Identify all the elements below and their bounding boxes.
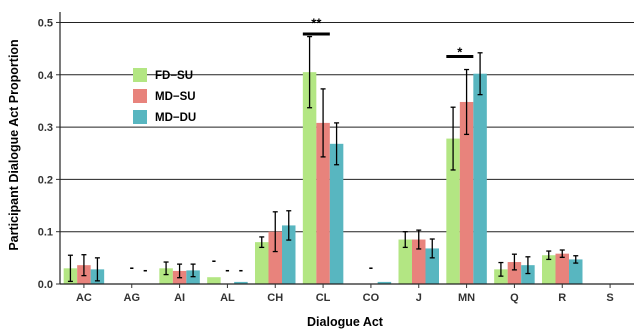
x-axis-title: Dialogue Act bbox=[307, 315, 384, 329]
y-axis-title: Participant Dialogue Act Proportion bbox=[7, 39, 21, 250]
x-tick-label: AG bbox=[124, 292, 141, 304]
legend-swatch bbox=[133, 68, 147, 82]
bar bbox=[207, 277, 221, 284]
bar bbox=[255, 242, 269, 284]
x-tick-label: AL bbox=[220, 292, 235, 304]
y-tick-label: 0.2 bbox=[38, 174, 53, 186]
x-tick-label: CH bbox=[267, 292, 283, 304]
x-tick-label: AC bbox=[76, 292, 92, 304]
bar bbox=[556, 254, 570, 284]
x-tick-label: CO bbox=[363, 292, 380, 304]
x-tick-label: R bbox=[558, 292, 566, 304]
legend-label: MD−DU bbox=[155, 112, 196, 124]
x-tick-label: MN bbox=[458, 292, 475, 304]
x-tick-label: CL bbox=[316, 292, 331, 304]
y-tick-label: 0.4 bbox=[38, 70, 54, 82]
gridlines bbox=[60, 22, 634, 284]
annotation-label: - bbox=[212, 253, 216, 268]
annotation-label: - bbox=[130, 259, 134, 274]
x-tick-label: Q bbox=[510, 292, 519, 304]
bar bbox=[473, 74, 487, 284]
x-tick-label: J bbox=[416, 292, 422, 304]
y-tick-label: 0.1 bbox=[38, 227, 53, 239]
x-tick-label: AI bbox=[174, 292, 185, 304]
legend-label: FD−SU bbox=[155, 70, 193, 82]
legend: FD−SU MD−SU MD−DU bbox=[133, 68, 196, 124]
annotation-label: - bbox=[239, 262, 243, 277]
x-tick-label: S bbox=[606, 292, 613, 304]
y-tick-label: 0.0 bbox=[38, 279, 53, 291]
annotation-label: - bbox=[143, 262, 147, 277]
annotations: ***- --- - - bbox=[130, 16, 474, 277]
annotation-label: ** bbox=[311, 16, 322, 31]
annotation-label: - bbox=[369, 259, 373, 274]
annotation-label: - bbox=[225, 262, 229, 277]
y-tick-label: 0.5 bbox=[38, 17, 53, 29]
legend-label: MD−SU bbox=[155, 91, 196, 103]
legend-swatch bbox=[133, 89, 147, 103]
legend-swatch bbox=[133, 110, 147, 124]
y-tick-label: 0.3 bbox=[38, 122, 53, 134]
